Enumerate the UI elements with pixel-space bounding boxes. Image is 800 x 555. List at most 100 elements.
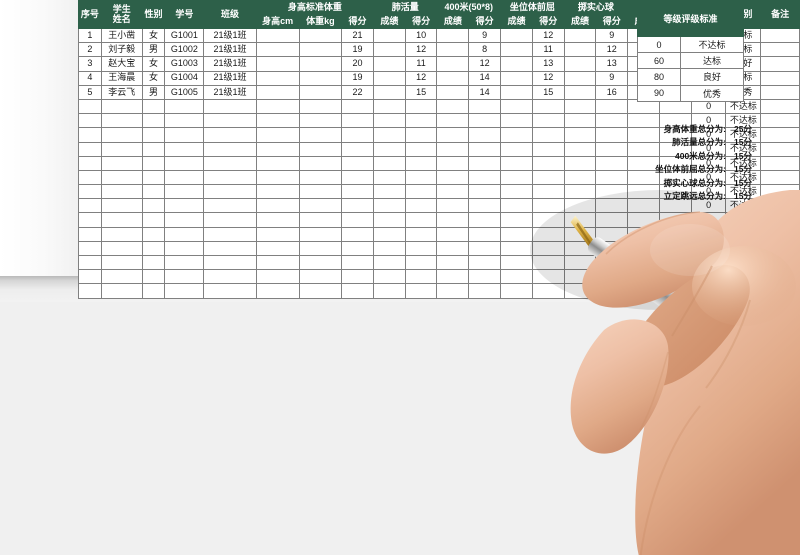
cell-ball-result[interactable] — [563, 198, 597, 214]
cell-student-id[interactable] — [164, 155, 205, 171]
cell-student-name[interactable] — [100, 141, 143, 157]
cell-jump-score[interactable] — [658, 113, 692, 129]
criteria-label[interactable]: 不达标 — [680, 35, 744, 54]
cell-lung-score[interactable] — [404, 155, 438, 171]
cell-student-id[interactable] — [164, 254, 205, 271]
cell-gender[interactable] — [141, 198, 166, 214]
cell-class[interactable] — [203, 283, 257, 299]
cell-student-id[interactable]: G1002 — [164, 42, 205, 58]
cell-weight[interactable] — [298, 56, 343, 72]
cell-gender[interactable]: 女 — [141, 70, 166, 86]
cell-sit-result[interactable] — [500, 212, 533, 228]
cell-jump-score[interactable] — [658, 212, 692, 228]
cell-run-result[interactable] — [436, 56, 470, 72]
cell-lung-result[interactable] — [372, 27, 406, 44]
cell-lung-score[interactable] — [404, 98, 438, 115]
cell-run-result[interactable] — [436, 269, 470, 285]
cell-weight[interactable] — [298, 184, 343, 200]
cell-height[interactable] — [255, 113, 300, 129]
table-row-empty[interactable]: 0 不达标 — [78, 226, 800, 242]
cell-index[interactable] — [78, 155, 102, 171]
cell-class[interactable] — [203, 269, 257, 285]
cell-grade[interactable]: 不达标 — [725, 155, 762, 171]
cell-class[interactable] — [203, 113, 257, 129]
cell-jump-score[interactable] — [658, 155, 692, 171]
cell-remark[interactable] — [760, 56, 800, 72]
cell-sit-score[interactable]: 12 — [531, 70, 565, 86]
cell-run-score[interactable] — [468, 269, 502, 285]
cell-lung-score[interactable]: 11 — [404, 56, 438, 72]
cell-lung-score[interactable] — [404, 212, 438, 228]
cell-ball-score[interactable]: 9 — [595, 27, 629, 44]
cell-class[interactable]: 21级1班 — [203, 42, 257, 58]
cell-run-score[interactable]: 9 — [468, 27, 502, 44]
cell-remark[interactable] — [760, 169, 800, 186]
cell-student-name[interactable] — [100, 240, 143, 257]
criteria-threshold[interactable]: 60 — [637, 52, 681, 70]
cell-ball-result[interactable] — [563, 226, 597, 242]
cell-run-result[interactable] — [436, 184, 470, 200]
table-row-empty[interactable]: 0 不达标 — [78, 240, 800, 257]
cell-sit-score[interactable]: 12 — [531, 27, 565, 44]
cell-lung-score[interactable] — [404, 169, 438, 186]
cell-weight[interactable] — [298, 169, 343, 186]
cell-run-result[interactable] — [436, 212, 470, 228]
cell-lung-score[interactable] — [404, 141, 438, 157]
cell-lung-result[interactable] — [372, 198, 406, 214]
cell-ball-score[interactable] — [595, 254, 629, 271]
cell-total-score[interactable]: 0 — [690, 141, 727, 157]
cell-lung-result[interactable] — [372, 254, 406, 271]
cell-run-result[interactable] — [436, 70, 470, 86]
cell-sit-score[interactable] — [531, 269, 565, 285]
cell-jump-result[interactable] — [627, 226, 660, 242]
cell-ball-score[interactable]: 13 — [595, 56, 629, 72]
cell-run-score[interactable] — [468, 212, 502, 228]
cell-ball-result[interactable] — [563, 42, 597, 58]
cell-bmi-score[interactable]: 22 — [341, 84, 374, 100]
cell-height[interactable] — [255, 184, 300, 200]
cell-weight[interactable] — [298, 113, 343, 129]
cell-student-id[interactable] — [164, 169, 205, 186]
cell-sit-result[interactable] — [500, 113, 533, 129]
cell-ball-score[interactable] — [595, 113, 629, 129]
cell-student-id[interactable] — [164, 98, 205, 115]
cell-run-result[interactable] — [436, 27, 470, 44]
cell-weight[interactable] — [298, 70, 343, 86]
cell-sit-result[interactable] — [500, 98, 533, 115]
cell-jump-score[interactable] — [658, 283, 692, 299]
cell-sit-score[interactable] — [531, 113, 565, 129]
cell-bmi-score[interactable] — [341, 127, 374, 143]
cell-height[interactable] — [255, 269, 300, 285]
cell-height[interactable] — [255, 141, 300, 157]
cell-run-score[interactable] — [468, 113, 502, 129]
cell-lung-score[interactable] — [404, 269, 438, 285]
cell-index[interactable] — [78, 184, 102, 200]
criteria-row[interactable]: 60 达标 — [637, 52, 744, 70]
cell-student-name[interactable]: 王小凿 — [100, 27, 143, 44]
cell-sit-score[interactable] — [531, 283, 565, 299]
cell-index[interactable] — [78, 283, 102, 299]
cell-lung-score[interactable]: 15 — [404, 84, 438, 100]
cell-height[interactable] — [255, 240, 300, 257]
cell-bmi-score[interactable] — [341, 113, 374, 129]
cell-remark[interactable] — [760, 240, 800, 257]
cell-ball-result[interactable] — [563, 127, 597, 143]
criteria-threshold[interactable]: 90 — [637, 84, 681, 102]
cell-student-name[interactable] — [100, 254, 143, 271]
cell-index[interactable]: 3 — [78, 56, 102, 72]
cell-weight[interactable] — [298, 212, 343, 228]
cell-sit-score[interactable] — [531, 127, 565, 143]
cell-ball-result[interactable] — [563, 169, 597, 186]
cell-index[interactable] — [78, 269, 102, 285]
cell-run-score[interactable]: 12 — [468, 56, 502, 72]
cell-sit-result[interactable] — [500, 27, 533, 44]
cell-weight[interactable] — [298, 98, 343, 115]
table-row-empty[interactable]: 0 不达标 — [78, 155, 800, 171]
cell-weight[interactable] — [298, 198, 343, 214]
cell-height[interactable] — [255, 70, 300, 86]
cell-lung-score[interactable] — [404, 113, 438, 129]
cell-remark[interactable] — [760, 84, 800, 100]
cell-sit-score[interactable] — [531, 198, 565, 214]
cell-index[interactable] — [78, 240, 102, 257]
cell-student-id[interactable] — [164, 226, 205, 242]
